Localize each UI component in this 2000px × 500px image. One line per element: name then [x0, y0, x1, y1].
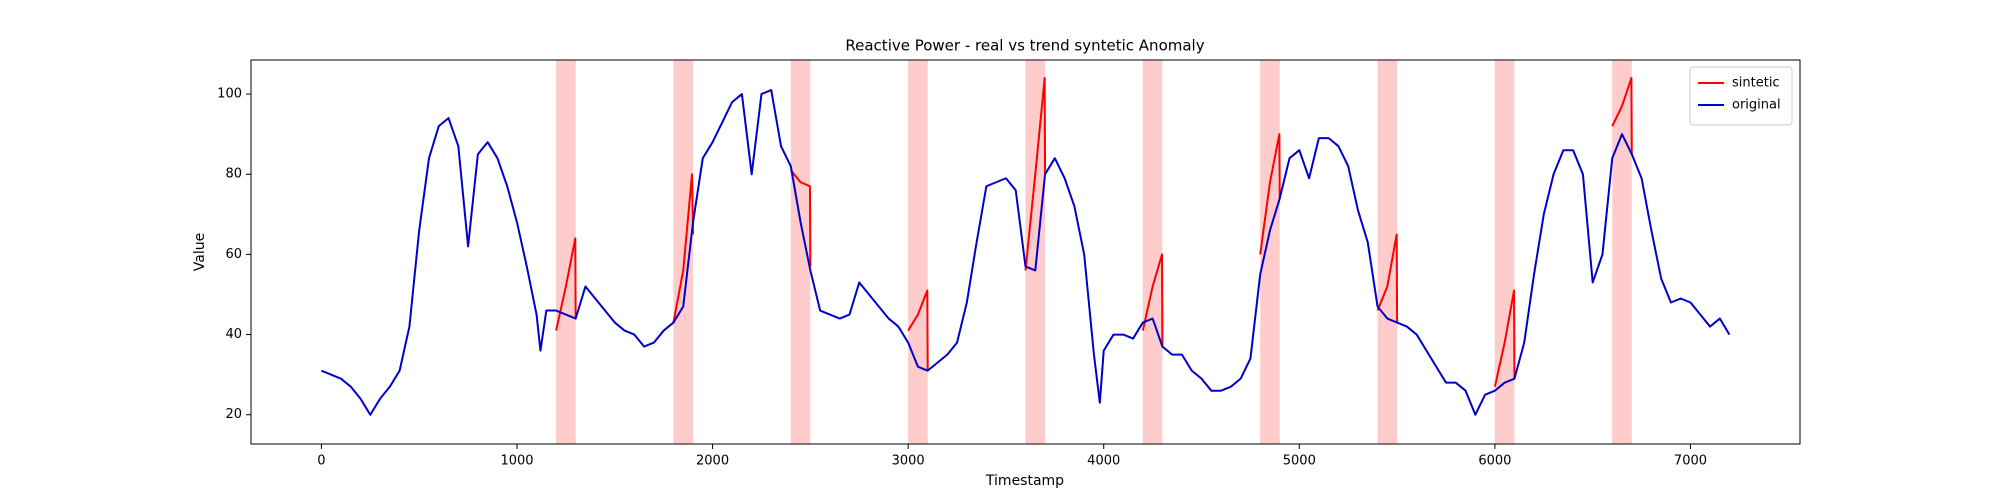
- y-tick-label: 100: [217, 87, 242, 102]
- series-line: [555, 77, 1633, 387]
- x-tick-label: 6000: [1478, 454, 1511, 469]
- anomaly-region: [1494, 60, 1515, 444]
- x-tick-label: 1000: [500, 454, 533, 469]
- legend-label: original: [1732, 98, 1781, 113]
- series-line: [321, 89, 1731, 416]
- y-tick-label: 40: [225, 327, 242, 342]
- x-tick-label: 3000: [892, 454, 925, 469]
- y-tick-label: 80: [225, 167, 242, 182]
- anomaly-region: [1377, 60, 1398, 444]
- plot-frame: [250, 59, 1801, 445]
- y-tick-label: 60: [225, 247, 242, 262]
- anomaly-region: [1025, 60, 1046, 444]
- anomaly-region: [1142, 60, 1163, 444]
- anomaly-region: [556, 60, 576, 444]
- x-tick-label: 2000: [696, 454, 729, 469]
- legend: sintetic original: [1689, 66, 1793, 126]
- legend-label: sintetic: [1732, 76, 1780, 91]
- anomaly-region: [908, 60, 928, 444]
- legend-box: [1689, 66, 1793, 126]
- x-axis-label: Timestamp: [985, 473, 1064, 489]
- x-tick-label: 7000: [1674, 454, 1707, 469]
- anomaly-region: [673, 60, 694, 444]
- anomaly-region: [1612, 60, 1632, 444]
- chart-title: Reactive Power - real vs trend syntetic …: [845, 37, 1204, 55]
- x-tick-label: 5000: [1283, 454, 1316, 469]
- anomaly-region: [1260, 60, 1280, 444]
- y-axis-label: Value: [192, 233, 208, 271]
- x-tick-label: 0: [317, 454, 325, 469]
- x-tick-label: 4000: [1087, 454, 1120, 469]
- y-tick-label: 20: [225, 407, 242, 422]
- anomaly-region: [790, 60, 811, 444]
